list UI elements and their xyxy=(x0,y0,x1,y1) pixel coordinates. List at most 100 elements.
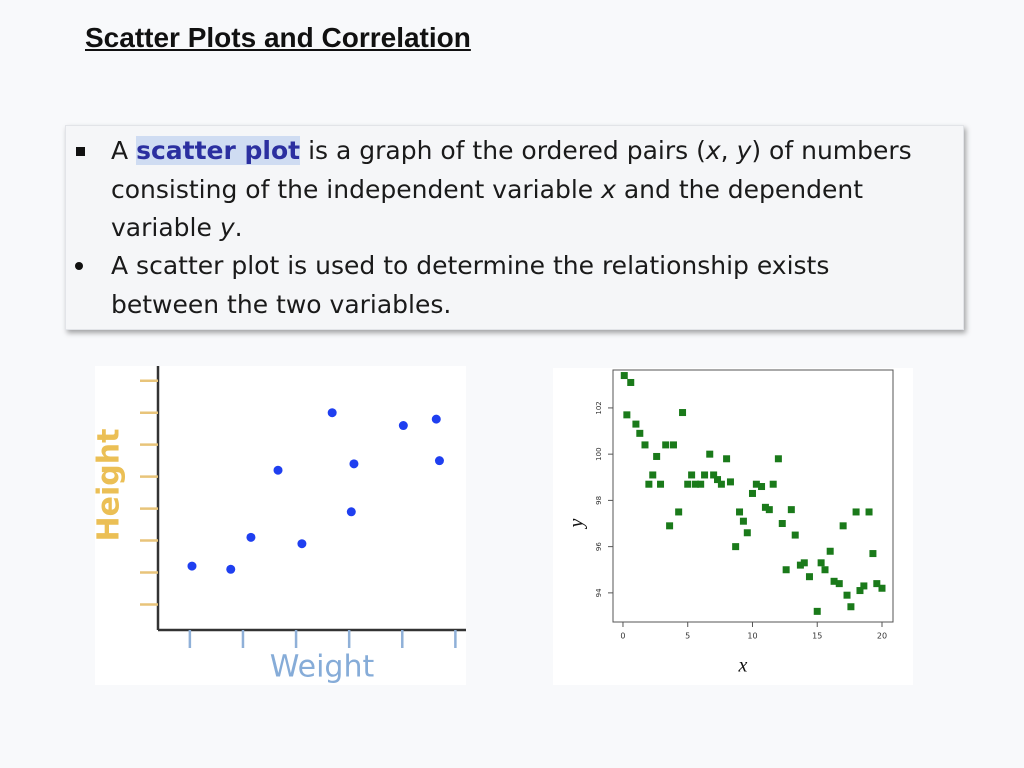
point xyxy=(878,584,886,592)
point xyxy=(758,483,766,491)
y-tick-label: 102 xyxy=(595,401,603,414)
y-tick-label: 94 xyxy=(595,588,603,597)
text: A scatter plot is used to determine the … xyxy=(111,251,830,319)
point xyxy=(830,577,838,585)
y-axis-label: y xyxy=(566,518,588,529)
point xyxy=(714,476,722,484)
bullet-marker xyxy=(75,262,83,270)
point xyxy=(800,559,808,567)
point xyxy=(627,378,635,386)
point xyxy=(732,543,740,551)
point xyxy=(860,582,868,590)
point xyxy=(669,441,677,449)
point xyxy=(623,411,631,419)
point xyxy=(736,508,744,516)
point xyxy=(835,580,843,588)
x-tick-label: 0 xyxy=(620,632,625,641)
x-tick-label: 15 xyxy=(812,632,822,641)
text: , xyxy=(720,136,737,165)
point xyxy=(226,564,236,574)
point xyxy=(787,506,795,514)
point xyxy=(774,455,782,463)
plot-frame xyxy=(612,369,894,623)
point xyxy=(826,547,834,555)
point xyxy=(679,409,687,417)
point xyxy=(641,441,649,449)
point xyxy=(246,532,256,542)
slide-title: Scatter Plots and Correlation xyxy=(85,22,471,53)
point xyxy=(723,455,731,463)
point xyxy=(327,408,337,418)
y-tick-label: 98 xyxy=(595,496,603,505)
point xyxy=(349,459,359,469)
point xyxy=(817,559,825,567)
term: scatter plot xyxy=(136,136,301,165)
point xyxy=(636,429,644,437)
point xyxy=(666,522,674,530)
point xyxy=(843,591,851,599)
point xyxy=(717,480,725,488)
point xyxy=(691,480,699,488)
text: x xyxy=(601,174,616,204)
point xyxy=(684,480,692,488)
point xyxy=(791,531,799,539)
point xyxy=(821,566,829,574)
y-axis-label: Height xyxy=(92,429,127,542)
point xyxy=(620,372,628,380)
point xyxy=(743,529,751,537)
point xyxy=(657,480,665,488)
point xyxy=(865,508,873,516)
x-axis-label: x xyxy=(738,655,748,677)
bullet-marker xyxy=(76,147,85,156)
y-tick-label: 100 xyxy=(595,447,603,460)
x-tick-label: 20 xyxy=(877,632,887,641)
point xyxy=(782,566,790,574)
bullet: A scatter plot is a graph of the ordered… xyxy=(76,132,931,248)
point xyxy=(431,414,441,424)
point xyxy=(649,471,657,479)
point xyxy=(805,573,813,581)
point xyxy=(645,480,653,488)
x-tick-label: 5 xyxy=(685,632,690,641)
point xyxy=(765,506,773,514)
point xyxy=(856,587,864,595)
point xyxy=(675,508,683,516)
y-tick-label: 96 xyxy=(595,542,603,551)
point xyxy=(778,520,786,528)
point xyxy=(653,452,661,460)
point xyxy=(769,480,777,488)
point xyxy=(706,450,714,458)
point xyxy=(752,480,760,488)
point xyxy=(297,539,307,549)
text: ) of numbers consisting of the independe… xyxy=(111,136,912,204)
point xyxy=(847,603,855,611)
point xyxy=(761,503,769,511)
point xyxy=(434,456,444,466)
point xyxy=(710,471,718,479)
x-axis-label: Weight xyxy=(270,650,375,685)
text: y xyxy=(219,213,235,242)
point xyxy=(632,420,640,428)
text: . xyxy=(234,213,243,242)
point xyxy=(187,561,197,571)
point xyxy=(748,489,756,497)
chart-background xyxy=(553,368,913,685)
text: is a graph of the ordered pairs ( xyxy=(300,136,706,165)
text: y xyxy=(736,136,752,165)
point xyxy=(813,607,821,615)
point xyxy=(739,517,747,525)
point xyxy=(697,480,705,488)
point xyxy=(273,465,283,475)
point xyxy=(346,507,356,517)
x-tick-label: 10 xyxy=(747,632,757,641)
point xyxy=(873,580,881,588)
point xyxy=(852,508,860,516)
point xyxy=(398,421,408,431)
point xyxy=(662,441,670,449)
text-box: A scatter plot is a graph of the ordered… xyxy=(65,125,964,330)
text: x xyxy=(705,136,721,165)
point xyxy=(796,561,804,569)
point xyxy=(869,550,877,558)
